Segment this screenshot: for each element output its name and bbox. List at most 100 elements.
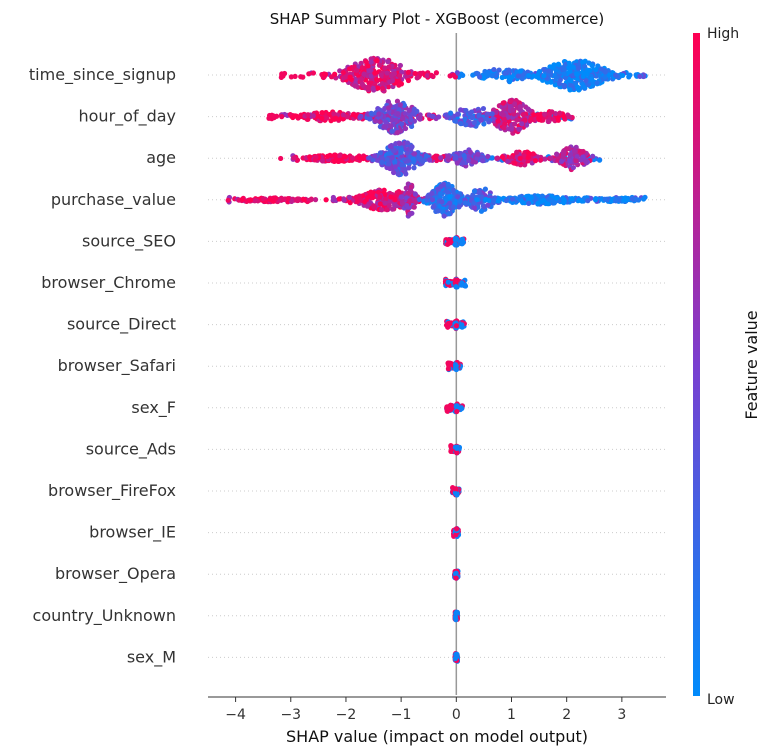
- data-point: [374, 157, 380, 163]
- data-point: [453, 532, 459, 538]
- data-point: [312, 197, 319, 203]
- data-point: [386, 105, 392, 111]
- data-point: [536, 68, 543, 75]
- data-point: [484, 111, 490, 117]
- data-point: [285, 195, 291, 202]
- data-point: [429, 197, 436, 203]
- data-point: [555, 117, 561, 123]
- data-point: [326, 111, 333, 118]
- data-point: [548, 197, 554, 203]
- data-point: [459, 282, 465, 288]
- feature-label: time_since_signup: [29, 65, 176, 85]
- data-point: [288, 74, 294, 80]
- data-point: [435, 208, 441, 214]
- data-point: [379, 159, 385, 165]
- data-point: [402, 125, 409, 132]
- data-point: [507, 77, 513, 84]
- data-point: [458, 120, 464, 127]
- data-point: [417, 112, 423, 118]
- data-point: [379, 80, 386, 87]
- data-point: [575, 65, 581, 71]
- data-point: [567, 152, 573, 158]
- data-point: [589, 62, 595, 69]
- data-point: [520, 200, 526, 206]
- data-point: [428, 72, 435, 78]
- data-point: [633, 197, 640, 203]
- data-point: [570, 64, 576, 70]
- data-point: [510, 107, 516, 113]
- data-point: [477, 74, 483, 80]
- data-point: [463, 107, 469, 114]
- data-point: [620, 72, 626, 79]
- data-point: [389, 117, 395, 123]
- data-point: [539, 193, 545, 199]
- data-point: [333, 157, 340, 163]
- data-point: [403, 185, 409, 191]
- data-point: [621, 197, 628, 203]
- data-point: [385, 84, 392, 90]
- data-point: [384, 207, 390, 213]
- data-point: [528, 194, 534, 201]
- data-point: [375, 85, 381, 91]
- data-point: [404, 158, 411, 164]
- data-point: [566, 114, 573, 120]
- data-point: [363, 59, 369, 65]
- data-point: [382, 191, 388, 198]
- data-point: [394, 98, 401, 104]
- data-point: [503, 197, 509, 204]
- data-point: [406, 107, 412, 113]
- data-point: [594, 80, 600, 86]
- data-point: [328, 74, 335, 80]
- data-point: [520, 112, 526, 118]
- data-point: [450, 72, 457, 78]
- data-point: [384, 156, 390, 163]
- colorbar: [693, 33, 700, 696]
- data-point: [546, 118, 552, 124]
- data-point: [445, 181, 451, 187]
- data-point: [469, 115, 475, 121]
- data-point: [507, 104, 513, 110]
- x-axis: −4 −3 −2 −1 0 1 2 3: [208, 696, 666, 723]
- data-point: [453, 575, 459, 581]
- x-tick-label: −1: [391, 707, 412, 723]
- data-point: [368, 193, 374, 199]
- data-point: [292, 113, 298, 119]
- data-point: [554, 151, 560, 157]
- data-point: [302, 197, 308, 203]
- data-point: [549, 109, 555, 115]
- data-point: [500, 112, 506, 118]
- data-point: [357, 115, 363, 121]
- chart-title: SHAP Summary Plot - XGBoost (ecommerce): [270, 10, 604, 28]
- colorbar-low-label: Low: [707, 692, 735, 708]
- data-point: [553, 67, 559, 73]
- data-point: [372, 153, 378, 159]
- colorbar-high-label: High: [707, 26, 739, 42]
- data-point: [366, 68, 372, 74]
- data-point: [306, 71, 312, 77]
- data-point: [291, 155, 297, 161]
- data-point: [405, 77, 412, 84]
- data-point: [441, 213, 447, 219]
- data-point: [555, 61, 562, 67]
- data-point: [541, 66, 547, 73]
- data-point: [567, 68, 573, 74]
- feature-label: browser_IE: [89, 523, 176, 543]
- data-point: [382, 105, 388, 111]
- data-point: [454, 111, 461, 117]
- feature-label: browser_Safari: [58, 356, 176, 376]
- data-point: [341, 197, 347, 203]
- data-point: [626, 74, 632, 80]
- data-point: [526, 107, 532, 113]
- data-point: [319, 115, 325, 122]
- data-point: [438, 155, 444, 161]
- data-point: [310, 113, 316, 119]
- data-point: [597, 157, 603, 163]
- data-point: [356, 193, 363, 199]
- data-point: [332, 152, 338, 158]
- data-point: [371, 87, 377, 93]
- data-point: [491, 198, 497, 204]
- data-point: [430, 204, 437, 210]
- data-point: [404, 150, 410, 156]
- data-point: [446, 211, 452, 217]
- data-point: [450, 187, 456, 193]
